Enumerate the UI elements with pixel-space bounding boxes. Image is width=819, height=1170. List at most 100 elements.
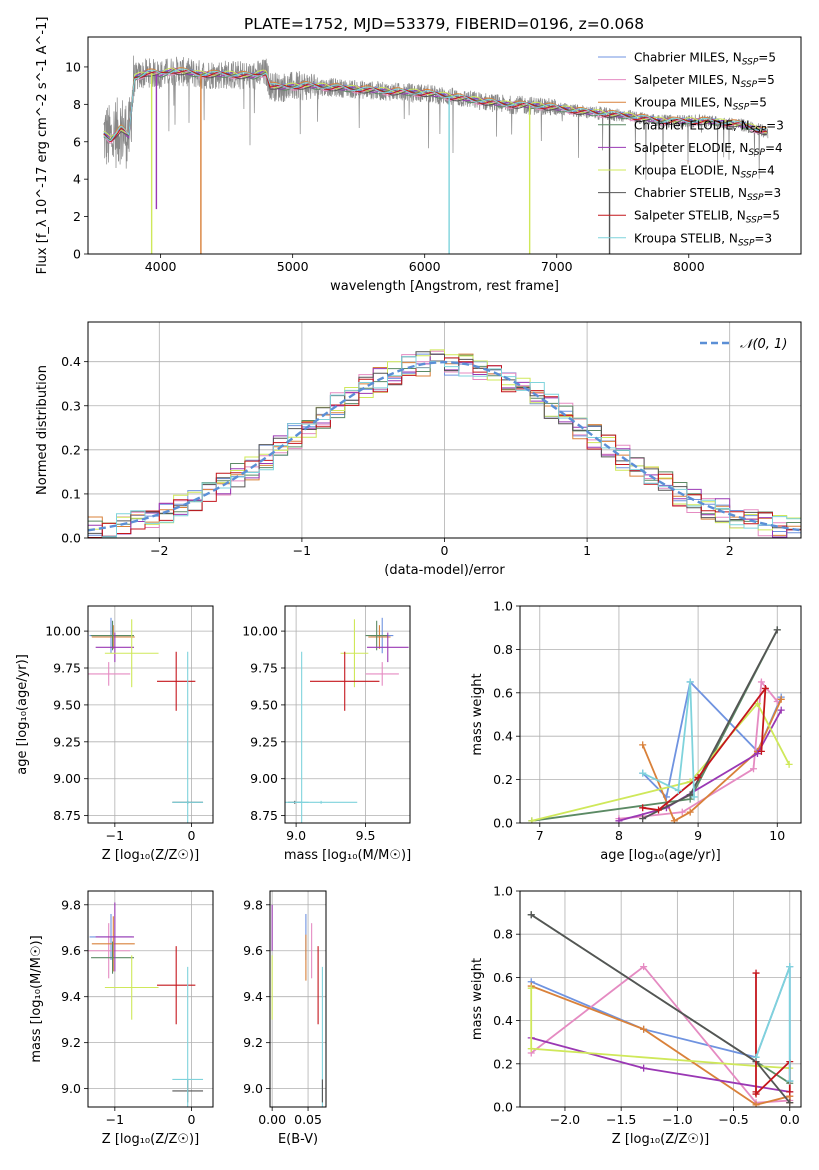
mass-weight-marker bbox=[527, 984, 535, 992]
gaussian-reference-curve bbox=[88, 360, 801, 532]
mass_weight_vs_Z-frame bbox=[519, 890, 802, 1108]
age_vs_Z-plot-area bbox=[88, 617, 204, 823]
mass-weight-marker bbox=[678, 808, 686, 816]
mass_vs_Z-ytick-label: 9.8 bbox=[61, 897, 81, 912]
mass_weight_vs_Z-plot-area bbox=[527, 911, 794, 1107]
mass_weight_vs_Z-xtick-label: −1.5 bbox=[606, 1112, 636, 1127]
mass_weight_vs_age-ytick-label: 0.4 bbox=[493, 729, 513, 744]
residuals-plot-area bbox=[88, 349, 801, 538]
age_vs_Z-ytick-label: 9.50 bbox=[53, 697, 81, 712]
errorbar-point bbox=[172, 651, 204, 823]
spectrum-model-line bbox=[103, 69, 768, 141]
errorbar-point bbox=[365, 662, 399, 686]
mass_vs_ebv-xtick-label: 0.00 bbox=[258, 1112, 286, 1127]
mass_weight_vs_age-xlabel: age [log₁₀(age/yr)] bbox=[600, 848, 721, 863]
errorbar-point bbox=[95, 632, 135, 663]
mass_vs_Z-plot-area bbox=[88, 902, 204, 1107]
residuals-ytick-label: 0.3 bbox=[61, 398, 81, 413]
spectrum-xtick-label: 4000 bbox=[145, 259, 177, 274]
mass-weight-series bbox=[639, 678, 698, 801]
mass_weight_vs_Z-xtick-label: −0.5 bbox=[718, 1112, 748, 1127]
mass-weight-marker bbox=[670, 817, 678, 823]
mass_weight_vs_age-ytick-label: 0.6 bbox=[493, 685, 513, 700]
mass-weight-marker bbox=[690, 793, 698, 801]
legend-label: 𝒩(0, 1) bbox=[740, 337, 787, 352]
mass-weight-marker bbox=[786, 1099, 794, 1107]
mass-weight-marker bbox=[777, 695, 785, 703]
errorbar-point bbox=[368, 625, 391, 649]
age_vs_Z-ytick-label: 9.25 bbox=[53, 734, 81, 749]
mass-weight-marker bbox=[527, 1045, 535, 1053]
age_vs_mass-axes: 9.0 9.5 8.75 9.00 9.25 9.50 9.75 10.00 mass [log… bbox=[242, 606, 411, 863]
mass-weight-marker bbox=[785, 760, 793, 768]
legend-label: Salpeter ELODIE, NSSP=4 bbox=[634, 141, 783, 158]
errorbar-point bbox=[104, 955, 159, 1020]
spectrum-ytick-label: 0 bbox=[73, 247, 81, 262]
mass_vs_Z-ytick-label: 9.2 bbox=[61, 1035, 81, 1050]
age_vs_Z-xtick-label: −1 bbox=[106, 828, 124, 843]
mass_vs_Z-xtick-label: 0 bbox=[188, 1112, 196, 1127]
spectrum-ytick-label: 6 bbox=[73, 134, 81, 149]
mass-weight-marker bbox=[686, 808, 694, 816]
legend-label: Salpeter STELIB, NSSP=5 bbox=[634, 209, 780, 226]
mass_weight_vs_Z-xtick-label: 0.0 bbox=[780, 1112, 800, 1127]
mass_vs_Z-ytick-label: 9.4 bbox=[61, 989, 81, 1004]
residuals-legend: 𝒩(0, 1) bbox=[700, 337, 787, 352]
legend-label: Kroupa ELODIE, NSSP=4 bbox=[634, 164, 775, 181]
spectrum-xlabel: wavelength [Angstrom, rest frame] bbox=[330, 279, 559, 294]
mass_weight_vs_Z-ytick-label: 0.0 bbox=[493, 1100, 513, 1115]
age_vs_mass-plot-area bbox=[285, 617, 409, 823]
errorbar-point bbox=[91, 941, 135, 974]
mass_weight_vs_Z-ytick-label: 0.8 bbox=[493, 927, 513, 942]
mass-weight-marker bbox=[527, 911, 535, 919]
mass-weight-marker bbox=[655, 806, 663, 814]
residual-histogram-step bbox=[88, 357, 801, 538]
age_vs_mass-ytick-label: 9.25 bbox=[250, 734, 278, 749]
age_vs_Z-axes: −1 0 8.75 9.00 9.25 9.50 9.75 10.00 Z [log₁₀(Z/Z… bbox=[15, 606, 213, 863]
mass-weight-marker bbox=[686, 678, 694, 686]
mass-weight-marker bbox=[753, 700, 761, 708]
errorbar-point bbox=[285, 800, 358, 804]
residuals-ytick-label: 0.0 bbox=[61, 531, 81, 546]
legend-label: Chabrier STELIB, NSSP=3 bbox=[634, 186, 781, 203]
legend-label: Salpeter MILES, NSSP=5 bbox=[634, 73, 775, 90]
mass_weight_vs_age-ytick-label: 0.0 bbox=[493, 816, 513, 831]
mass_vs_ebv-xlabel: E(B-V) bbox=[278, 1132, 318, 1147]
mass-weight-marker bbox=[773, 626, 781, 634]
residuals-xtick-label: 1 bbox=[583, 543, 591, 558]
mass-weight-marker bbox=[674, 786, 682, 794]
spectrum-axes: 4000 5000 6000 7000 8000 0 2 4 6 8 10 wavelength [A… bbox=[35, 17, 784, 294]
mass-weight-marker bbox=[528, 817, 536, 823]
mass-weight-marker bbox=[640, 1025, 648, 1033]
mass_vs_ebv-plot-area bbox=[271, 904, 323, 1107]
mass_vs_Z-xlabel: Z [log₁₀(Z/Z☉)] bbox=[102, 1132, 199, 1147]
mass_weight_vs_Z-xtick-label: −2.0 bbox=[550, 1112, 580, 1127]
mass_weight_vs_age-frame bbox=[519, 605, 802, 824]
errorbar-point bbox=[366, 632, 409, 663]
residuals-xlabel: (data-model)/error bbox=[384, 563, 505, 578]
spectrum-ytick-label: 4 bbox=[73, 172, 81, 187]
spectrum-ytick-label: 2 bbox=[73, 209, 81, 224]
spectrum-ylabel: Flux [f_λ 10^-17 erg cm^-2 s^-1 A^-1] bbox=[35, 17, 50, 275]
spectrum-xtick-label: 5000 bbox=[277, 259, 309, 274]
mass-weight-marker bbox=[639, 815, 647, 823]
mass-weight-marker bbox=[639, 804, 647, 812]
errorbar-point bbox=[104, 619, 159, 688]
spectrum-xtick-label: 7000 bbox=[541, 259, 573, 274]
mass_weight_vs_age-xtick-label: 9 bbox=[694, 828, 702, 843]
mass-weight-marker bbox=[786, 963, 794, 971]
errorbar-point bbox=[365, 620, 388, 651]
age_vs_mass-frame bbox=[284, 605, 411, 824]
mass-weight-line bbox=[530, 988, 790, 1069]
mass_weight_vs_age-plot-area bbox=[528, 626, 793, 823]
mass_vs_Z-axes: −1 0 9.0 9.2 9.4 9.6 9.8 Z [log₁₀(Z/Z☉)] mass [l… bbox=[29, 891, 213, 1147]
mass-weight-marker bbox=[786, 1077, 794, 1085]
mass-weight-marker bbox=[777, 706, 785, 714]
errorbar-point bbox=[157, 651, 196, 711]
mass_vs_ebv-ytick-label: 9.2 bbox=[243, 1035, 263, 1050]
mass_weight_vs_age-axes: 7 8 9 10 0.0 0.2 0.4 0.6 0.8 1.0 age [log₁₀(age/yr… bbox=[470, 599, 801, 863]
mass-weight-marker bbox=[752, 969, 760, 977]
